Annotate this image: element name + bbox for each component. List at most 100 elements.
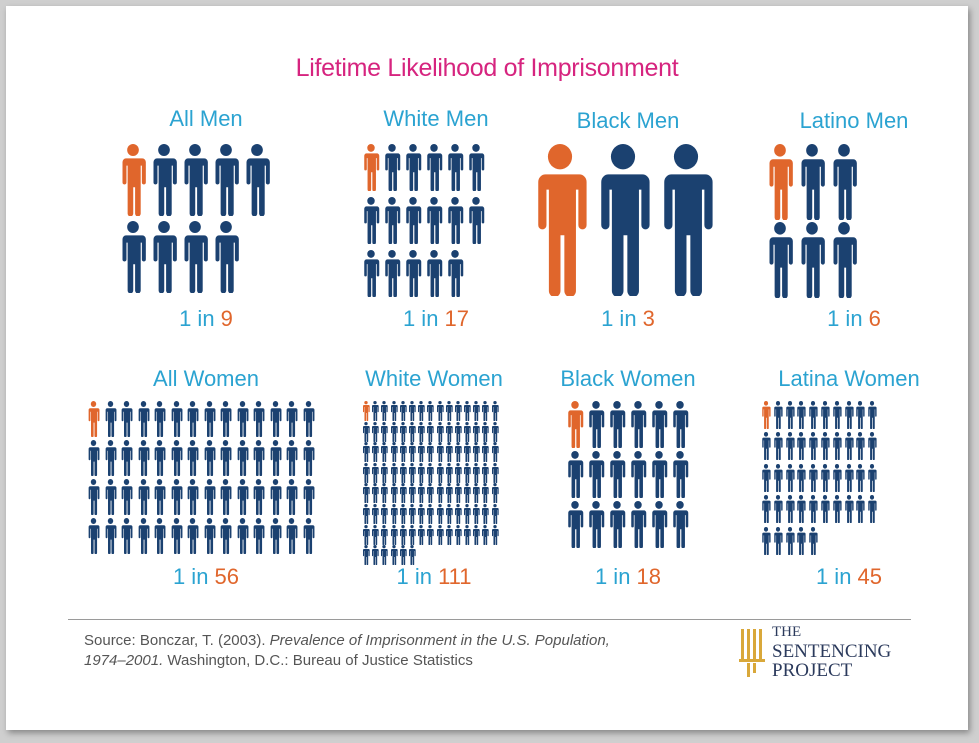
person-icon — [399, 462, 407, 483]
person-icon — [362, 462, 370, 483]
person-icon — [844, 432, 854, 461]
person-icon — [203, 440, 216, 476]
person-icon — [371, 545, 379, 566]
source-publisher: Washington, D.C.: Bureau of Justice Stat… — [167, 652, 473, 669]
person-icon — [380, 421, 389, 442]
person-icon — [186, 479, 199, 515]
person-icon — [269, 440, 282, 476]
person-icon — [587, 501, 605, 548]
ratio-prefix: 1 in — [172, 564, 215, 589]
person-icon — [830, 144, 858, 220]
person-icon — [446, 144, 464, 191]
latino-men-figure-grid — [766, 144, 862, 300]
person-icon — [463, 524, 471, 545]
person-icon — [390, 462, 398, 483]
person-icon — [137, 401, 150, 437]
person-icon — [436, 503, 444, 524]
person-icon — [362, 483, 370, 504]
person-icon — [390, 401, 398, 421]
person-icon — [671, 501, 689, 548]
all-women-ratio: 1 in 56 — [96, 564, 316, 590]
person-icon-highlighted — [566, 401, 584, 448]
person-icon — [212, 144, 240, 216]
person-icon — [170, 401, 183, 437]
person-icon — [472, 421, 480, 442]
person-icon — [371, 421, 379, 442]
white-men-ratio: 1 in 17 — [326, 306, 546, 332]
person-icon — [436, 401, 444, 421]
person-icon — [362, 421, 370, 442]
ratio-number: 9 — [220, 306, 233, 331]
ratio-prefix: 1 in — [179, 306, 221, 331]
person-icon — [408, 503, 416, 524]
person-icon — [380, 401, 389, 421]
person-icon — [417, 442, 425, 463]
person-icon — [796, 401, 806, 429]
person-icon — [671, 401, 689, 448]
person-icon — [472, 462, 480, 483]
person-icon — [808, 463, 818, 492]
person-icon — [785, 495, 795, 524]
person-icon — [785, 432, 795, 461]
person-icon — [798, 222, 826, 298]
person-icon — [252, 479, 265, 515]
person-icon — [120, 401, 133, 437]
person-icon — [104, 401, 117, 437]
person-icon — [399, 421, 407, 442]
person-icon — [472, 503, 480, 524]
person-icon — [120, 479, 133, 515]
person-icon — [446, 250, 464, 297]
person-icon — [371, 524, 379, 545]
person-icon-highlighted — [362, 401, 370, 421]
person-icon — [436, 524, 444, 545]
person-icon — [404, 144, 422, 191]
person-icon — [426, 462, 434, 483]
person-icon — [252, 401, 265, 437]
person-icon — [761, 495, 771, 524]
black-men-figure-grid — [531, 144, 720, 296]
latina-women-ratio: 1 in 45 — [739, 564, 959, 590]
person-icon — [467, 197, 485, 244]
person-icon — [426, 503, 434, 524]
person-icon — [867, 463, 877, 492]
infographic-title: Lifetime Likelihood of Imprisonment — [295, 54, 679, 82]
person-icon — [425, 197, 443, 244]
person-icon — [219, 440, 232, 476]
person-icon — [181, 221, 209, 293]
person-icon — [454, 401, 462, 421]
person-icon — [380, 483, 389, 504]
person-icon — [417, 401, 425, 421]
infographic-card: Lifetime Likelihood of Imprisonment All … — [6, 6, 968, 730]
person-icon-highlighted — [87, 401, 100, 437]
person-icon — [436, 483, 444, 504]
person-icon — [399, 524, 407, 545]
person-icon — [362, 197, 380, 244]
person-icon — [383, 250, 401, 297]
person-icon — [399, 442, 407, 463]
person-icon — [104, 479, 117, 515]
person-icon — [417, 503, 425, 524]
person-icon — [566, 501, 584, 548]
person-icon — [362, 545, 370, 566]
person-icon — [820, 463, 830, 492]
logo-line-1: THE — [772, 624, 802, 640]
person-icon-highlighted — [362, 144, 380, 191]
person-icon — [362, 442, 370, 463]
person-icon — [408, 524, 416, 545]
person-icon — [153, 479, 166, 515]
person-icon — [408, 442, 416, 463]
person-icon — [445, 421, 453, 442]
latino-men-ratio: 1 in 6 — [744, 306, 964, 332]
latina-women-label: Latina Women — [778, 366, 920, 391]
person-icon — [417, 421, 425, 442]
person-icon — [362, 524, 370, 545]
person-icon — [454, 483, 462, 504]
person-icon — [219, 401, 232, 437]
person-icon — [371, 401, 379, 421]
person-icon — [436, 442, 444, 463]
person-icon — [844, 495, 854, 524]
divider — [68, 619, 911, 620]
ratio-prefix: 1 in — [815, 564, 858, 589]
sentencing-project-logo: THE SENTENCING PROJECT — [739, 623, 919, 683]
person-icon — [445, 462, 453, 483]
